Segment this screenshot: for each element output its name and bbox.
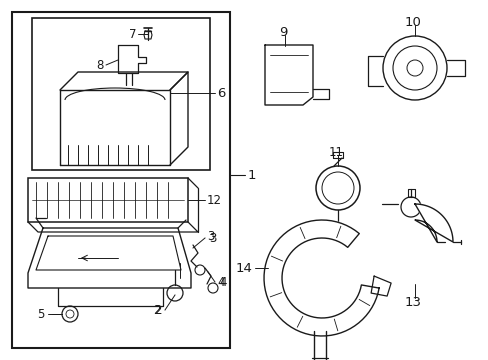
Text: 3: 3: [208, 231, 216, 244]
Text: 2: 2: [153, 303, 161, 316]
Text: 13: 13: [404, 296, 421, 309]
Text: 4: 4: [217, 275, 224, 288]
Bar: [32, 18, 209, 170]
Text: 14: 14: [235, 261, 251, 275]
Bar: [28, 178, 187, 222]
Text: 7: 7: [128, 27, 136, 41]
Text: 10: 10: [404, 15, 421, 28]
Polygon shape: [414, 204, 452, 242]
Text: 9: 9: [278, 26, 286, 39]
Polygon shape: [264, 220, 378, 336]
Text: 8: 8: [97, 59, 104, 72]
Text: 6: 6: [217, 86, 225, 99]
Text: 1: 1: [247, 168, 256, 181]
Text: 3: 3: [206, 230, 214, 243]
Text: 12: 12: [206, 194, 222, 207]
Text: 11: 11: [328, 145, 343, 158]
Text: 5: 5: [37, 307, 44, 320]
Bar: [12, 12, 229, 348]
Text: 2: 2: [154, 303, 162, 316]
Text: 4: 4: [219, 275, 226, 288]
